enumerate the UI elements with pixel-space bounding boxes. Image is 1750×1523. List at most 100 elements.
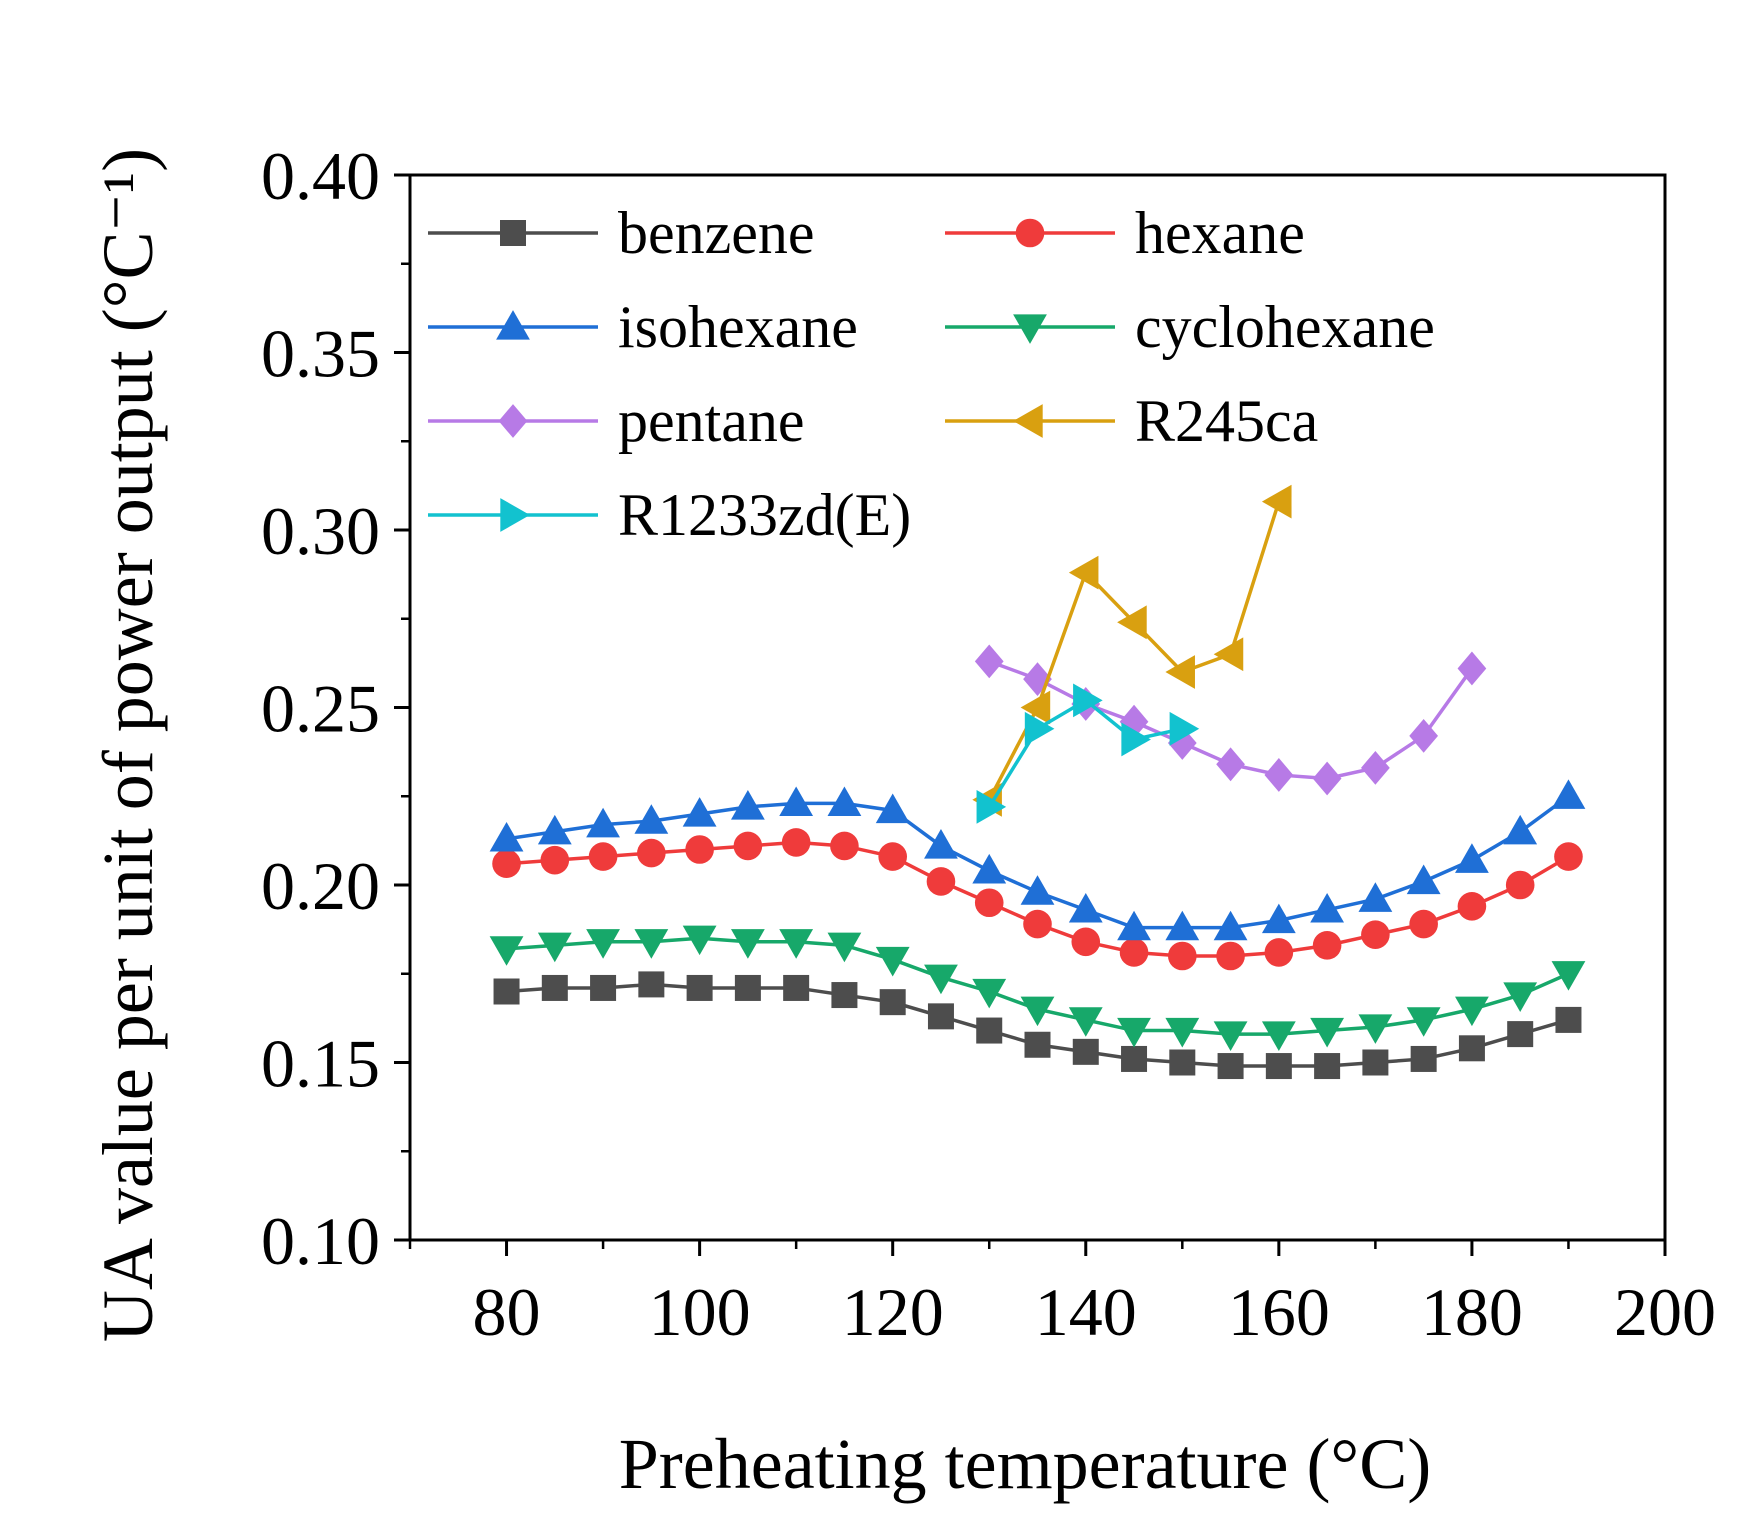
data-point: [1024, 1031, 1051, 1058]
data-point: [1168, 941, 1197, 971]
legend-label: pentane: [618, 388, 805, 454]
data-point: [1310, 1017, 1345, 1048]
data-point: [540, 845, 570, 875]
data-point: [541, 974, 568, 1001]
series-r1233zd-e-: [976, 683, 1200, 824]
data-point: [1410, 1045, 1437, 1072]
data-point: [1310, 892, 1345, 923]
legend-label: hexane: [1135, 200, 1305, 266]
legend-marker: [498, 404, 528, 438]
data-point: [1024, 711, 1055, 746]
data-point: [976, 790, 1007, 824]
data-point: [1119, 938, 1149, 967]
data-point: [974, 644, 1004, 679]
y-tick-label: 0.20: [261, 848, 380, 924]
data-point: [1503, 982, 1538, 1012]
data-point: [1121, 1045, 1148, 1072]
data-point: [779, 929, 814, 959]
data-point: [634, 804, 669, 834]
data-point: [1165, 1017, 1200, 1048]
data-point: [1312, 931, 1342, 960]
data-point: [1358, 882, 1393, 912]
y-tick-label: 0.15: [261, 1026, 380, 1102]
data-point: [1507, 1021, 1534, 1048]
series-cyclohexane: [489, 925, 1586, 1051]
data-point: [827, 786, 862, 817]
data-point: [974, 888, 1004, 918]
y-tick-label: 0.10: [261, 1203, 380, 1279]
data-point: [637, 838, 666, 868]
data-point: [730, 929, 765, 959]
series-hexane: [492, 828, 1583, 971]
data-point: [1265, 1053, 1292, 1080]
data-point: [924, 829, 958, 859]
data-point: [1409, 909, 1438, 939]
y-tick-label: 0.35: [261, 316, 380, 392]
data-point: [1554, 842, 1583, 871]
data-point: [1217, 1053, 1244, 1080]
data-point: [875, 793, 910, 824]
data-point: [830, 831, 859, 861]
data-point: [1361, 920, 1390, 949]
data-point: [489, 936, 524, 966]
data-point: [1213, 1021, 1248, 1051]
legend: benzene hexane isohexane cyclohexane pentane…: [428, 200, 1435, 548]
data-point: [1213, 637, 1244, 672]
x-axis-title: Preheating temperature (°C): [619, 1424, 1431, 1504]
data-point: [1020, 875, 1055, 905]
data-point: [972, 853, 1007, 884]
y-tick-label: 0.25: [261, 671, 380, 747]
data-point: [1261, 1021, 1296, 1051]
data-point: [734, 974, 761, 1001]
legend-marker: [500, 220, 526, 246]
data-point: [1551, 779, 1586, 809]
data-point: [1117, 605, 1147, 640]
data-point: [1165, 910, 1200, 941]
data-point: [1216, 747, 1245, 782]
data-point: [537, 814, 572, 845]
data-point: [924, 964, 958, 995]
data-point: [685, 835, 714, 864]
data-point: [1361, 750, 1390, 785]
data-point: [1068, 1007, 1103, 1037]
data-point: [879, 989, 906, 1016]
data-point: [1072, 1038, 1099, 1065]
legend-item: hexane: [945, 200, 1305, 266]
data-point: [1068, 555, 1099, 590]
series-benzene: [493, 971, 1582, 1080]
data-point: [976, 1017, 1003, 1044]
data-point: [1165, 655, 1195, 689]
data-point: [1406, 1007, 1441, 1037]
data-point: [1071, 927, 1101, 957]
data-point: [686, 974, 713, 1001]
data-point: [1406, 864, 1441, 895]
data-point: [1457, 892, 1487, 921]
data-point: [875, 946, 910, 977]
data-point: [586, 807, 620, 838]
data-point: [1457, 651, 1487, 686]
data-point: [586, 929, 620, 959]
legend-marker: [1013, 314, 1047, 344]
data-point: [492, 849, 521, 878]
data-point: [783, 974, 810, 1001]
series-isohexane: [489, 779, 1586, 941]
x-tick-label: 100: [649, 1274, 751, 1350]
legend-item: cyclohexane: [945, 294, 1435, 360]
data-point: [1264, 758, 1294, 792]
legend-marker: [1013, 404, 1043, 438]
legend-marker: [1015, 218, 1045, 248]
data-point: [1169, 711, 1200, 746]
data-point: [927, 1003, 954, 1030]
data-point: [1455, 996, 1489, 1027]
data-point: [1314, 1053, 1341, 1080]
y-axis-title: UA value per unit of power output (°C⁻¹): [88, 148, 168, 1342]
legend-item: benzene: [428, 200, 815, 266]
data-point: [1312, 761, 1342, 796]
data-point: [682, 797, 717, 827]
data-point: [878, 842, 907, 871]
data-point: [1358, 1014, 1393, 1044]
legend-item: pentane: [428, 388, 805, 454]
y-tick-label: 0.40: [261, 138, 380, 214]
data-point: [493, 978, 520, 1005]
